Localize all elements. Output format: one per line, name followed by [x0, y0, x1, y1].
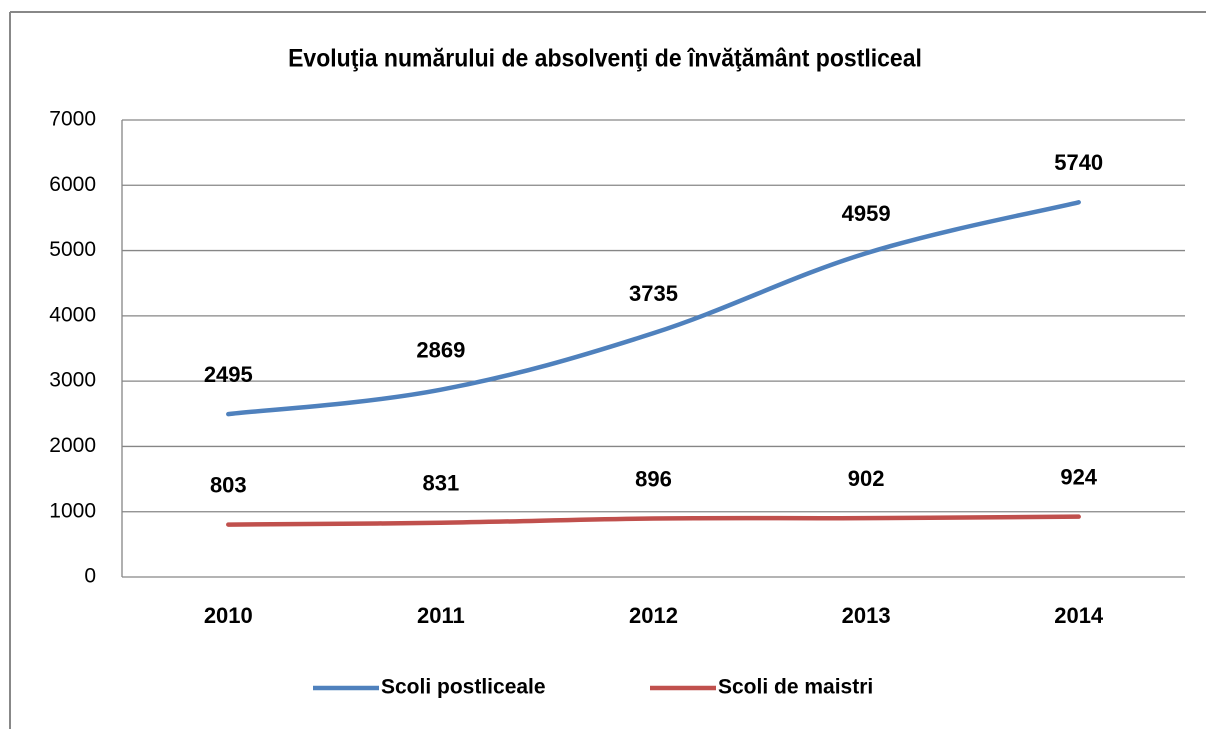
data-label: 2495 [204, 362, 253, 387]
data-label: 896 [635, 466, 672, 491]
series-line [226, 514, 1081, 527]
data-label: 924 [1060, 464, 1097, 489]
chart-title: Evoluţia numărului de absolvenţi de învă… [288, 45, 922, 73]
y-tick-label: 7000 [49, 108, 96, 131]
y-tick-label: 0 [84, 565, 96, 588]
data-label: 3735 [629, 281, 678, 306]
data-label: 831 [423, 471, 460, 496]
y-tick-label: 4000 [49, 303, 96, 326]
x-tick-label: 2010 [204, 603, 253, 628]
y-tick-label: 3000 [49, 369, 96, 392]
y-tick-label: 5000 [49, 238, 96, 261]
x-tick-label: 2012 [629, 603, 678, 628]
y-tick-label: 2000 [49, 434, 96, 457]
data-label: 902 [848, 466, 885, 491]
y-tick-label: 6000 [49, 173, 96, 196]
y-tick-label: 1000 [49, 499, 96, 522]
legend-label: Scoli de maistri [718, 676, 873, 699]
x-tick-label: 2014 [1054, 603, 1104, 628]
data-label: 2869 [416, 338, 465, 363]
x-tick-label: 2011 [417, 603, 465, 628]
series-line [226, 200, 1081, 417]
data-label: 5740 [1054, 150, 1103, 175]
legend-label: Scoli postliceale [381, 676, 546, 699]
x-tick-label: 2013 [842, 603, 891, 628]
data-label: 803 [210, 472, 247, 497]
data-label: 4959 [842, 201, 891, 226]
